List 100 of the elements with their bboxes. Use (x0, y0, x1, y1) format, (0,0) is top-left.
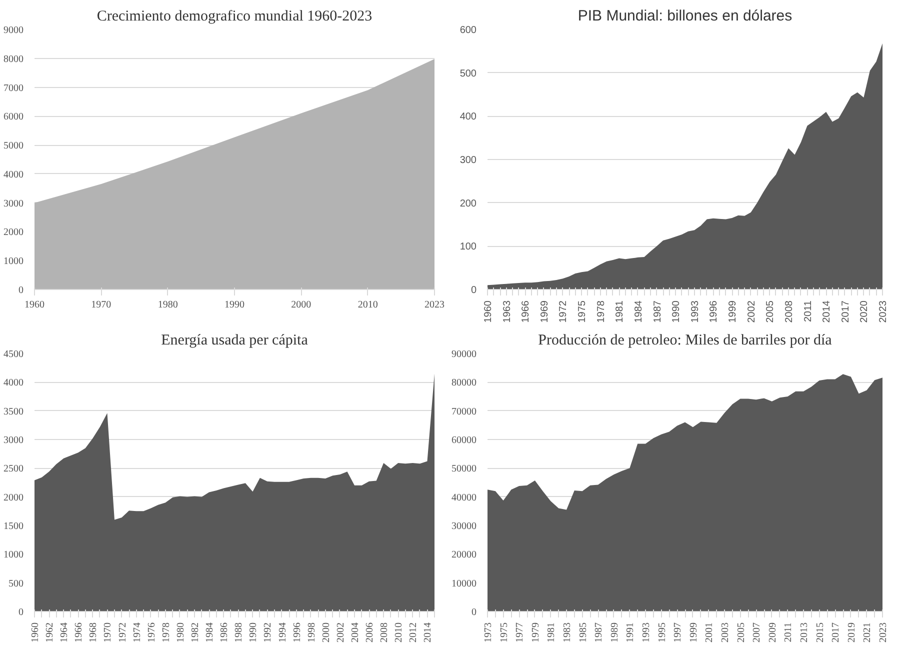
y-tick-label: 4000 (4, 169, 24, 180)
x-tick-label: 2017 (830, 622, 842, 642)
x-tick-label: 1972 (117, 622, 128, 642)
x-tick-label: 1994 (277, 622, 288, 642)
y-tick-label: 0 (18, 607, 24, 618)
x-tick-label: 2011 (783, 622, 794, 642)
y-tick-label: 40000 (452, 492, 476, 504)
x-tick-label: 2023 (878, 622, 889, 642)
y-tick-label: 1000 (4, 550, 24, 561)
y-tick-label: 0 (18, 285, 24, 296)
x-tick-label: 2007 (752, 622, 763, 642)
x-tick-label: 1988 (234, 622, 245, 642)
x-tick-label: 1973 (483, 622, 494, 642)
y-tick-label: 2000 (4, 492, 24, 504)
x-tick-label: 1970 (91, 300, 112, 310)
y-tick-label: 2500 (4, 464, 24, 475)
x-tick-label: 1960 (24, 300, 44, 310)
x-tick-label: 1993 (690, 300, 701, 323)
x-tick-label: 2021 (862, 622, 874, 642)
x-tick-label: 1964 (59, 622, 70, 642)
x-tick-label: 1987 (652, 300, 664, 323)
y-tick-label: 70000 (452, 406, 476, 418)
y-tick-label: 9000 (4, 25, 24, 36)
y-tick-label: 1500 (4, 521, 24, 532)
x-tick-label: 1984 (633, 300, 644, 323)
x-tick-label: 1990 (224, 300, 244, 310)
x-tick-label: 1998 (306, 622, 318, 642)
y-tick-label: 500 (8, 578, 24, 590)
x-tick-label: 1980 (175, 622, 186, 642)
y-tick-label: 3500 (4, 406, 24, 418)
y-tick-label: 300 (460, 155, 477, 166)
x-tick-label: 1991 (625, 622, 636, 642)
x-tick-label: 2002 (746, 300, 758, 323)
x-tick-label: 2006 (364, 622, 376, 642)
x-tick-label: 1960 (483, 300, 494, 323)
x-tick-label: 1999 (728, 300, 739, 323)
chart-title: Energía usada per cápita (161, 332, 308, 348)
x-tick-label: 1981 (614, 300, 626, 323)
y-tick-label: 600 (460, 25, 477, 36)
y-tick-label: 5000 (4, 140, 24, 152)
x-tick-label: 2015 (814, 622, 826, 642)
y-tick-label: 20000 (452, 550, 476, 561)
y-tick-label: 6000 (4, 112, 24, 123)
chart-title: PIB Mundial: billones en dólares (578, 8, 792, 24)
x-tick-label: 1982 (190, 622, 201, 642)
x-tick-label: 1996 (292, 622, 303, 642)
y-tick-label: 4500 (4, 349, 24, 360)
y-tick-label: 3000 (4, 198, 24, 210)
x-tick-label: 2002 (335, 622, 346, 642)
x-tick-label: 1970 (102, 622, 114, 642)
chart-title: Crecimiento demografico mundial 1960-2023 (96, 8, 372, 24)
x-tick-label: 1987 (594, 622, 605, 642)
y-tick-label: 3000 (4, 435, 24, 446)
x-tick-label: 1978 (596, 300, 607, 323)
x-tick-label: 1981 (546, 622, 558, 642)
x-tick-label: 1990 (671, 300, 682, 323)
x-tick-label: 2008 (379, 622, 390, 642)
x-tick-label: 1992 (262, 622, 274, 642)
x-tick-label: 2008 (784, 300, 795, 323)
x-tick-label: 1966 (74, 622, 85, 642)
x-tick-label: 2011 (802, 300, 814, 322)
y-tick-label: 7000 (4, 82, 24, 94)
x-tick-label: 1985 (578, 622, 589, 642)
x-tick-label: 2012 (408, 622, 420, 642)
y-tick-label: 500 (460, 68, 477, 80)
x-tick-label: 1997 (672, 622, 684, 642)
x-tick-label: 1993 (641, 622, 652, 642)
x-tick-label: 2003 (720, 622, 731, 642)
x-tick-label: 1989 (609, 622, 620, 642)
x-tick-label: 2004 (350, 622, 361, 642)
x-tick-label: 1962 (44, 622, 56, 642)
x-tick-label: 2023 (424, 300, 444, 310)
y-tick-label: 0 (472, 607, 476, 618)
y-tick-label: 60000 (452, 435, 476, 446)
x-tick-label: 2017 (840, 300, 852, 323)
x-tick-label: 2005 (736, 622, 747, 642)
y-tick-label: 0 (470, 285, 477, 296)
y-tick-label: 400 (460, 112, 477, 123)
x-tick-label: 2000 (291, 300, 312, 310)
x-tick-label: 1984 (204, 622, 216, 642)
x-tick-label: 1980 (158, 300, 178, 310)
y-tick-label: 100 (460, 242, 477, 253)
x-tick-label: 2000 (320, 622, 332, 642)
y-tick-label: 90000 (452, 349, 476, 360)
x-tick-label: 2001 (704, 622, 716, 642)
x-tick-label: 1996 (708, 300, 720, 323)
x-tick-label: 1976 (146, 622, 158, 642)
x-tick-label: 1990 (248, 622, 260, 642)
x-tick-label: 1972 (558, 300, 570, 323)
x-tick-label: 1960 (30, 622, 41, 642)
x-tick-label: 2010 (358, 300, 378, 310)
x-tick-label: 1995 (656, 622, 668, 642)
x-tick-label: 2023 (878, 300, 889, 323)
x-tick-label: 2013 (799, 622, 810, 642)
x-tick-label: 1969 (539, 300, 550, 323)
y-tick-label: 8000 (4, 54, 24, 65)
x-tick-label: 1963 (502, 300, 513, 323)
x-tick-label: 2009 (767, 622, 778, 642)
y-tick-label: 50000 (452, 464, 476, 475)
y-tick-label: 1000 (4, 256, 24, 268)
